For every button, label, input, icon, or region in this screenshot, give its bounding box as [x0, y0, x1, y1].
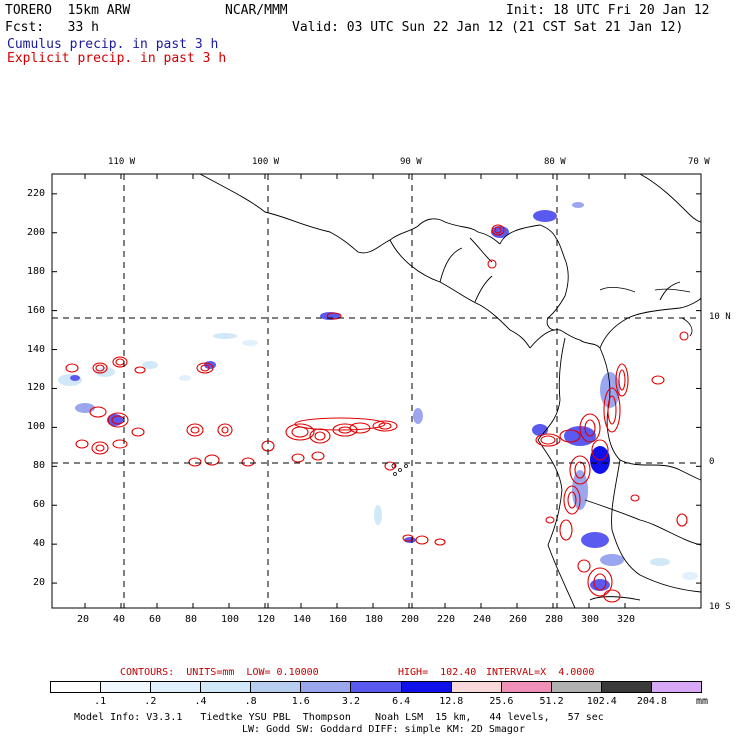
y-tick-label: 120	[27, 382, 46, 394]
lat-label-10n: 10 N	[709, 312, 731, 322]
colorbar-swatch	[201, 682, 252, 692]
colorbar-label: .4	[194, 696, 207, 707]
colorbar-swatch	[651, 682, 702, 692]
colorbar-label: 25.6	[489, 696, 514, 707]
x-tick-label: 140	[293, 614, 312, 625]
colorbar-swatch	[501, 682, 552, 692]
y-tick-label: 60	[33, 499, 46, 511]
colorbar-swatch	[551, 682, 602, 692]
lon-label-90w: 90 W	[400, 157, 422, 167]
colorbar-label: 51.2	[539, 696, 564, 707]
colorbar-swatch	[301, 682, 352, 692]
colorbar-label: 6.4	[392, 696, 411, 707]
explicit-precip-contours	[65, 224, 689, 603]
contour-interval: INTERVAL=X 4.0000	[486, 667, 595, 678]
x-tick-label: 180	[365, 614, 384, 625]
y-tick-label: 100	[27, 421, 46, 433]
colorbar-label: 1.6	[291, 696, 310, 707]
x-tick-label: 220	[437, 614, 456, 625]
colorbar-unit: mm	[696, 696, 709, 707]
cumulus-precip-areas	[58, 202, 698, 591]
lon-label-80w: 80 W	[544, 157, 566, 167]
colorbar-swatch	[151, 682, 202, 692]
colorbar-swatch	[401, 682, 452, 692]
y-tick-label: 40	[33, 538, 46, 550]
x-tick-label: 120	[257, 614, 276, 625]
lon-label-70w: 70 W	[688, 157, 710, 167]
x-tick-label: 240	[473, 614, 492, 625]
colorbar-label: .1	[94, 696, 107, 707]
x-tick-label: 80	[185, 614, 198, 625]
colorbar-swatch	[101, 682, 152, 692]
model-info-line2: LW: Godd SW: Goddard DIFF: simple KM: 2D…	[242, 724, 525, 735]
explicit-legend: Explicit precip. in past 3 h	[7, 51, 227, 66]
model-info-line1: Model Info: V3.3.1 Tiedtke YSU PBL Thomp…	[74, 712, 604, 723]
graticule	[52, 174, 701, 608]
x-tick-label: 100	[221, 614, 240, 625]
valid-time: Valid: 03 UTC Sun 22 Jan 12 (21 CST Sat …	[292, 20, 684, 35]
colorbar-label: .8	[244, 696, 257, 707]
colorbar-label: 204.8	[636, 696, 667, 707]
colorbar-swatch	[51, 682, 102, 692]
y-tick-label: 140	[27, 343, 46, 355]
lat-label-equator: 0	[709, 457, 715, 467]
colorbar-label: 3.2	[341, 696, 360, 707]
y-tick-label: 160	[27, 304, 46, 316]
center-label: NCAR/MMM	[225, 3, 288, 18]
x-tick-label: 20	[77, 614, 90, 625]
y-tick-label: 20	[33, 577, 46, 589]
colorbar-label: .2	[144, 696, 157, 707]
x-tick-label: 300	[581, 614, 600, 625]
x-tick-label: 260	[509, 614, 528, 625]
colorbar-swatch	[601, 682, 652, 692]
axis-ticks	[52, 174, 701, 608]
lon-label-100w: 100 W	[252, 157, 280, 167]
x-tick-label: 40	[113, 614, 126, 625]
colorbar-swatch	[451, 682, 502, 692]
x-tick-label: 60	[149, 614, 162, 625]
init-time: Init: 18 UTC Fri 20 Jan 12	[506, 3, 710, 18]
model-title: TORERO 15km ARW	[5, 3, 131, 18]
forecast-hour: Fcst: 33 h	[5, 20, 99, 35]
islands	[391, 286, 693, 476]
colorbar-swatch	[251, 682, 302, 692]
contour-units: CONTOURS: UNITS=mm LOW= 0.10000	[120, 667, 319, 678]
y-tick-label: 80	[33, 460, 46, 472]
colorbar-swatch	[351, 682, 402, 692]
x-tick-label: 320	[617, 614, 636, 625]
x-tick-label: 160	[329, 614, 348, 625]
colorbar	[50, 681, 702, 693]
colorbar-label: 102.4	[586, 696, 617, 707]
y-tick-label: 220	[27, 187, 46, 199]
lat-label-10s: 10 S	[709, 602, 731, 612]
lon-label-110w: 110 W	[108, 157, 136, 167]
x-tick-label: 200	[401, 614, 420, 625]
x-tick-label: 280	[545, 614, 564, 625]
cumulus-legend: Cumulus precip. in past 3 h	[7, 37, 219, 52]
map-frame	[51, 173, 702, 609]
colorbar-label: 12.8	[439, 696, 464, 707]
contour-high: HIGH= 102.40	[398, 667, 477, 678]
y-tick-label: 200	[27, 226, 46, 238]
y-tick-label: 180	[27, 265, 46, 277]
